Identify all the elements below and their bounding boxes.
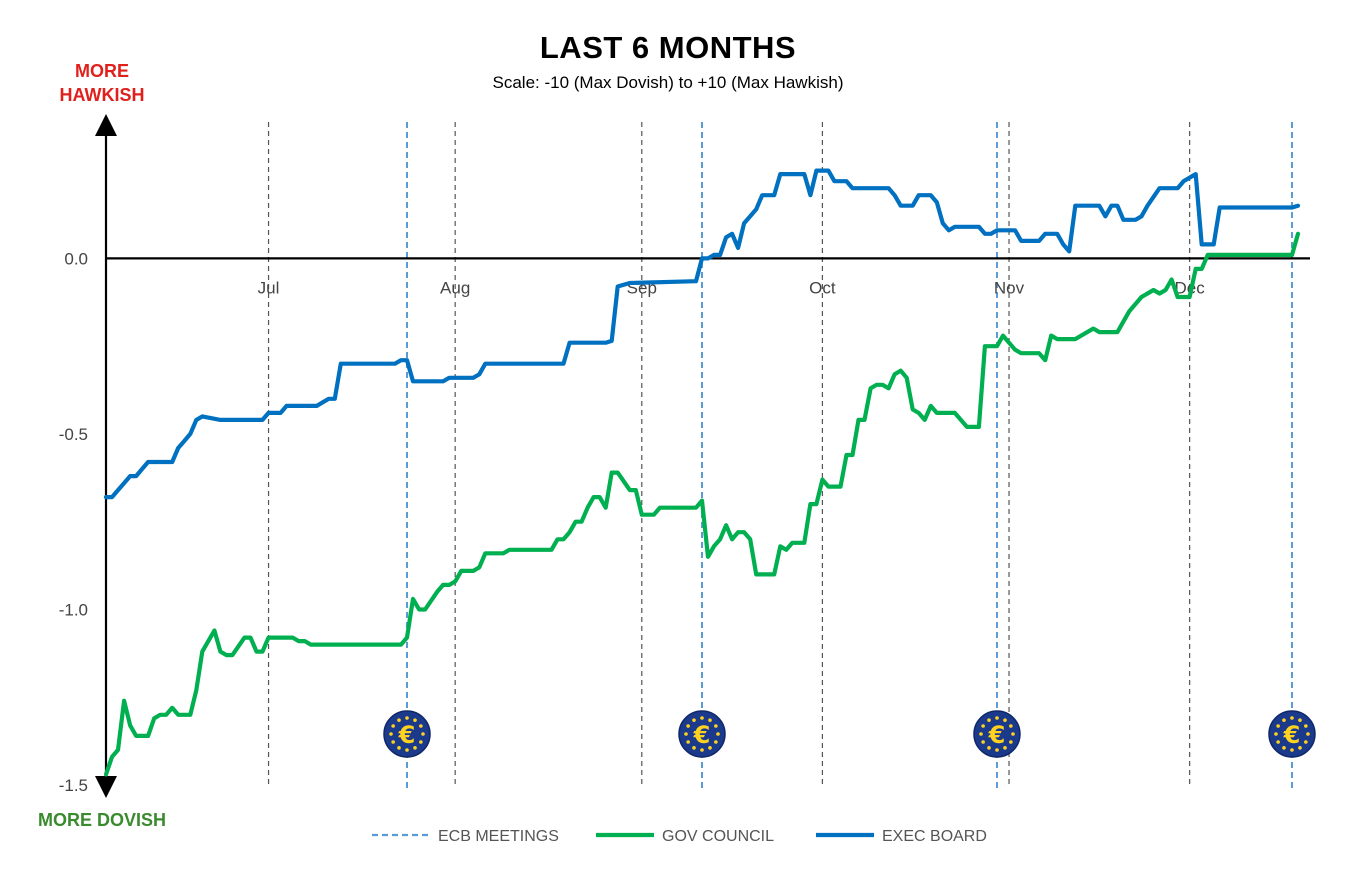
legend-label: EXEC BOARD — [882, 828, 987, 845]
y-tick-label: -1.5 — [59, 776, 88, 795]
ecb-logo-star — [995, 748, 999, 752]
ecb-logo-star — [1011, 732, 1015, 736]
ecb-logo-star — [1276, 740, 1280, 744]
ecb-logo-star — [397, 746, 401, 750]
ecb-logo-star — [708, 718, 712, 722]
y-tick-label: 0.0 — [64, 249, 88, 268]
more-dovish-label: MORE DOVISH — [37, 810, 166, 830]
series-line-gov-council — [103, 231, 1301, 777]
ecb-logo-star — [714, 740, 718, 744]
chart-subtitle: Scale: -10 (Max Dovish) to +10 (Max Hawk… — [492, 73, 844, 92]
chart-title: LAST 6 MONTHS — [539, 30, 797, 65]
ecb-logo-star — [1290, 716, 1294, 720]
ecb-logo-star — [692, 718, 696, 722]
ecb-logo-star — [1276, 724, 1280, 728]
ecb-logo-star — [692, 746, 696, 750]
ecb-logo-icon: € — [383, 710, 431, 758]
ecb-logo-star — [421, 732, 425, 736]
ecb-logo-star — [419, 740, 423, 744]
legend-label: ECB MEETINGS — [438, 828, 559, 845]
ecb-logo-star — [1298, 746, 1302, 750]
euro-symbol: € — [988, 721, 1006, 749]
ecb-logo-star — [391, 724, 395, 728]
ecb-logo-star — [1274, 732, 1278, 736]
ecb-logo-star — [716, 732, 720, 736]
ecb-logo-star — [714, 724, 718, 728]
ecb-logo-star — [391, 740, 395, 744]
ecb-logo-star — [700, 716, 704, 720]
ecb-logo-star — [413, 718, 417, 722]
ecb-logo-star — [1003, 746, 1007, 750]
ecb-logo-icon: € — [1268, 710, 1316, 758]
ecb-logo-star — [1306, 732, 1310, 736]
ecb-logo-disc — [383, 710, 431, 758]
ecb-logo-star — [1290, 748, 1294, 752]
series-line-exec-board — [103, 168, 1301, 500]
ecb-logo-star — [987, 718, 991, 722]
x-tick-label: Oct — [809, 278, 836, 297]
ecb-logo-icon: € — [973, 710, 1021, 758]
ecb-logo-star — [413, 746, 417, 750]
ecb-logo-star — [708, 746, 712, 750]
ecb-logo-star — [1282, 746, 1286, 750]
legend-label: GOV COUNCIL — [662, 828, 774, 845]
ecb-logo-star — [1304, 740, 1308, 744]
ecb-logo-star — [981, 724, 985, 728]
ecb-logo-star — [684, 732, 688, 736]
ecb-logo-star — [1304, 724, 1308, 728]
more-hawkish-label: MORE HAWKISH — [59, 61, 145, 105]
ecb-logo-star — [397, 718, 401, 722]
euro-symbol: € — [398, 721, 416, 749]
ecb-logo-star — [700, 748, 704, 752]
ecb-logo-star — [987, 746, 991, 750]
ecb-logo-star — [405, 716, 409, 720]
ecb-logo-star — [419, 724, 423, 728]
ecb-logo-star — [405, 748, 409, 752]
ecb-logo-star — [1282, 718, 1286, 722]
ecb-logo-star — [1298, 718, 1302, 722]
euro-symbol: € — [1283, 721, 1301, 749]
x-tick-label: Jul — [258, 278, 280, 297]
ecb-logo-star — [686, 740, 690, 744]
x-tick-label: Aug — [440, 278, 470, 297]
ecb-logo-star — [979, 732, 983, 736]
ecb-logo-disc — [973, 710, 1021, 758]
ecb-logo-star — [686, 724, 690, 728]
ecb-logo-star — [1009, 740, 1013, 744]
ecb-logo-star — [981, 740, 985, 744]
y-tick-label: -1.0 — [59, 600, 88, 619]
ecb-logo-disc — [1268, 710, 1316, 758]
ecb-logo-icon: € — [678, 710, 726, 758]
ecb-logo-star — [995, 716, 999, 720]
euro-symbol: € — [693, 721, 711, 749]
ecb-logo-star — [1003, 718, 1007, 722]
ecb-logo-star — [1009, 724, 1013, 728]
y-tick-label: -0.5 — [59, 425, 88, 444]
x-tick-label: Nov — [994, 278, 1025, 297]
ecb-logo-disc — [678, 710, 726, 758]
ecb-logo-star — [389, 732, 393, 736]
